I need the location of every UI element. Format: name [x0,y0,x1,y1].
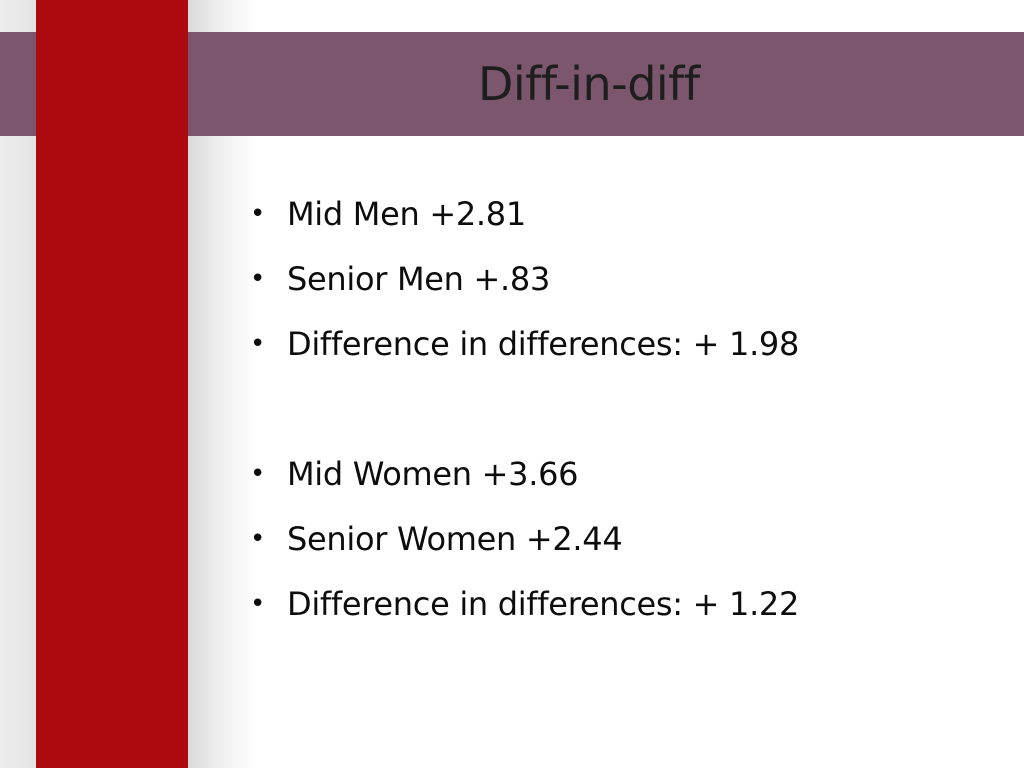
bullet-text: Difference in differences: + 1.22 [287,585,800,623]
bullet-item-women-difference: • Difference in differences: + 1.22 [248,580,1008,645]
bullet-text: Mid Men +2.81 [287,195,526,233]
bullet-dot-icon: • [250,329,266,359]
bullet-dot-icon: • [250,459,266,489]
bullet-item-mid-men: • Mid Men +2.81 [248,190,1008,255]
bullet-text: Senior Men +.83 [287,260,551,298]
bullet-text: Difference in differences: + 1.98 [287,325,800,363]
bullet-item-senior-men: • Senior Men +.83 [248,255,1008,320]
bullet-dot-icon: • [250,199,266,229]
bullet-item-senior-women: • Senior Women +2.44 [248,515,1008,580]
bullet-item-men-difference: • Difference in differences: + 1.98 [248,320,1008,385]
bullet-list: • Mid Men +2.81 • Senior Men +.83 • Diff… [248,190,1008,645]
bullet-dot-icon: • [250,264,266,294]
bullet-text: Mid Women +3.66 [287,455,579,493]
bullet-text: Senior Women +2.44 [287,520,623,558]
bullet-dot-icon: • [250,524,266,554]
bullet-item-mid-women: • Mid Women +3.66 [248,450,1008,515]
slide-title: Diff-in-diff [478,57,700,111]
red-vertical-stripe [36,0,188,768]
bullet-dot-icon: • [250,589,266,619]
